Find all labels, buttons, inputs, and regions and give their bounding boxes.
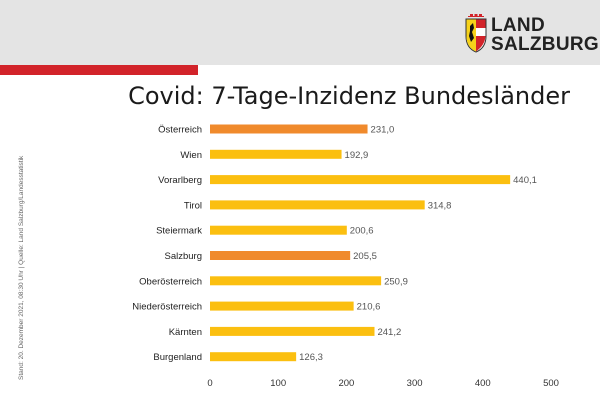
x-tick-label-400: 400 bbox=[475, 378, 491, 389]
x-tick-label-100: 100 bbox=[270, 378, 286, 389]
value-label-burgenland: 126,3 bbox=[299, 352, 323, 363]
bar-burgenland bbox=[210, 352, 297, 362]
category-label-oberoesterreich: Oberösterreich bbox=[139, 276, 202, 287]
value-label-oesterreich: 231,0 bbox=[371, 125, 395, 136]
logo-line-land: LAND bbox=[491, 15, 545, 36]
bar-oberoesterreich bbox=[210, 276, 382, 286]
category-label-niederoesterreich: Niederösterreich bbox=[132, 302, 202, 313]
value-label-oberoesterreich: 250,9 bbox=[384, 276, 408, 287]
category-label-wien: Wien bbox=[180, 150, 202, 161]
category-label-oesterreich: Österreich bbox=[158, 125, 202, 136]
bar-oesterreich bbox=[210, 124, 368, 134]
bar-niederoesterreich bbox=[210, 301, 354, 311]
value-label-salzburg: 205,5 bbox=[353, 251, 377, 262]
header-band bbox=[0, 0, 600, 65]
category-label-tirol: Tirol bbox=[184, 200, 202, 211]
bar-salzburg bbox=[210, 251, 351, 260]
value-label-wien: 192,9 bbox=[345, 150, 369, 161]
value-label-vorarlberg: 440,1 bbox=[513, 175, 537, 186]
x-tick-label-500: 500 bbox=[543, 378, 559, 389]
x-tick-label-300: 300 bbox=[407, 378, 423, 389]
chart-title: Covid: 7-Tage-Inzidenz Bundesländer bbox=[128, 82, 570, 110]
category-label-kaernten: Kärnten bbox=[169, 327, 202, 338]
category-label-steiermark: Steiermark bbox=[156, 226, 202, 237]
bar-kaernten bbox=[210, 326, 375, 336]
x-tick-label-0: 0 bbox=[207, 378, 212, 389]
x-tick-label-200: 200 bbox=[338, 378, 354, 389]
bar-tirol bbox=[210, 200, 425, 210]
salzburg-coat-of-arms-icon bbox=[465, 14, 487, 53]
value-label-kaernten: 241,2 bbox=[377, 327, 401, 338]
bar-wien bbox=[210, 149, 342, 159]
accent-stripe bbox=[0, 65, 198, 75]
land-salzburg-logo: LAND SALZBURG bbox=[465, 14, 599, 58]
logo-line-salzburg: SALZBURG bbox=[491, 34, 599, 55]
value-label-steiermark: 200,6 bbox=[350, 226, 374, 237]
category-label-salzburg: Salzburg bbox=[165, 251, 203, 262]
category-label-vorarlberg: Vorarlberg bbox=[158, 175, 202, 186]
value-label-niederoesterreich: 210,6 bbox=[357, 302, 381, 313]
category-label-burgenland: Burgenland bbox=[153, 352, 202, 363]
bar-vorarlberg bbox=[210, 175, 511, 185]
bar-steiermark bbox=[210, 225, 347, 235]
logo-wordmark: LAND SALZBURG bbox=[491, 16, 599, 54]
value-label-tirol: 314,8 bbox=[428, 200, 452, 211]
